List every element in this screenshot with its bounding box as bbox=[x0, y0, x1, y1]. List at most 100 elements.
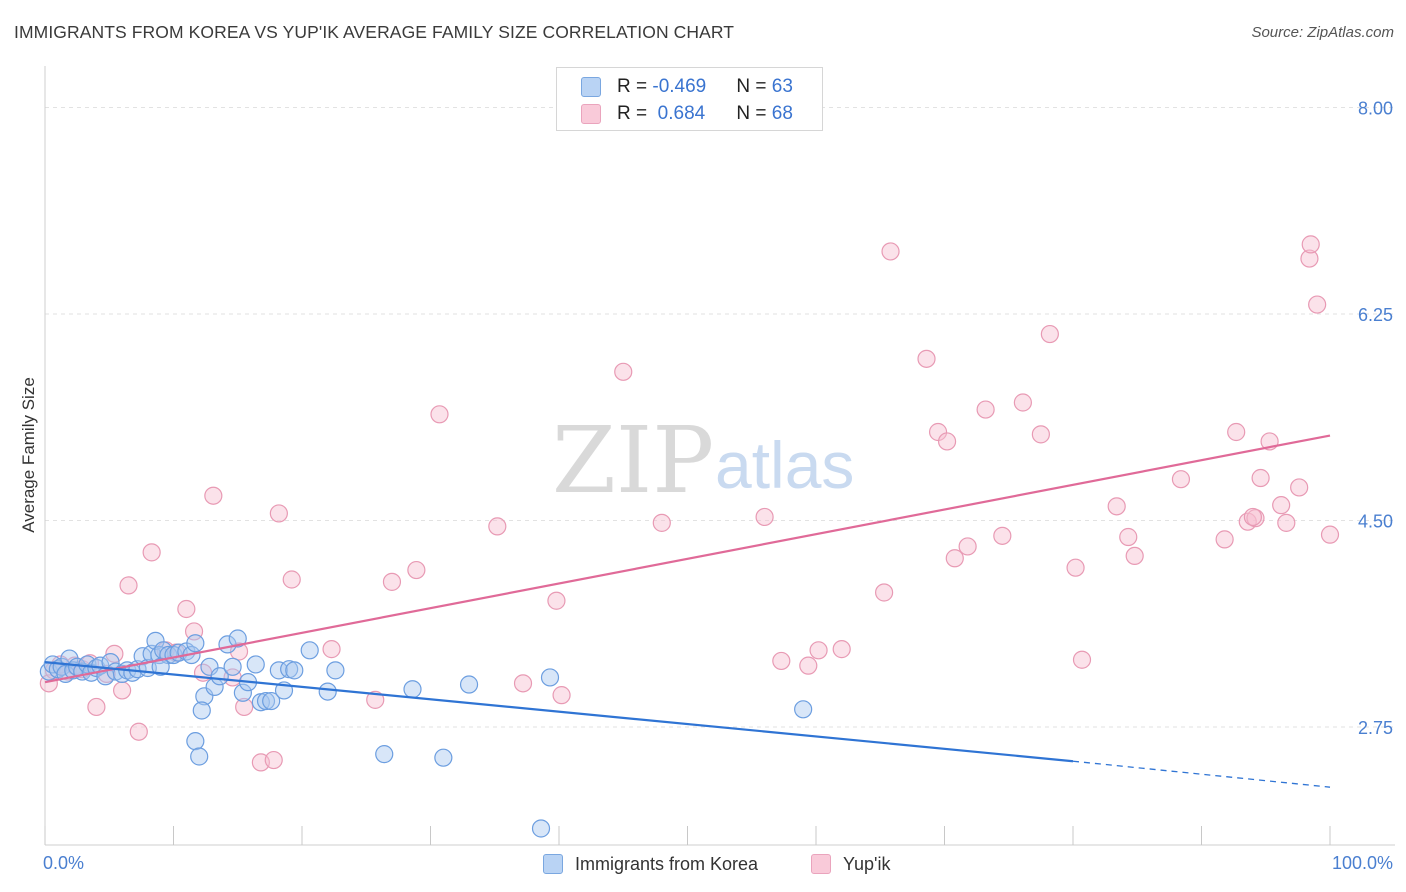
trend-line-korea-extrapolated bbox=[1072, 760, 1331, 788]
korea-point bbox=[375, 745, 394, 764]
yupik-point bbox=[772, 651, 791, 671]
korea-point bbox=[233, 683, 252, 702]
korea-point bbox=[300, 641, 319, 660]
korea-point bbox=[186, 732, 205, 751]
korea-point bbox=[318, 682, 337, 701]
yupik-point bbox=[142, 543, 161, 562]
korea-point bbox=[151, 657, 170, 676]
yupik-point bbox=[513, 674, 533, 693]
yupik-point bbox=[129, 722, 148, 741]
yupik-point bbox=[407, 560, 426, 580]
yupik-point bbox=[917, 349, 936, 368]
source-credit: Source: ZipAtlas.com bbox=[1251, 24, 1394, 41]
yupik-point bbox=[945, 549, 964, 568]
y-axis-title: Average Family Size bbox=[19, 377, 38, 533]
korea-point bbox=[186, 634, 205, 653]
legend-row-yupik: R = 0.684 N = 68 bbox=[581, 102, 793, 126]
bottom-legend-korea: Immigrants from Korea bbox=[543, 852, 758, 876]
yupik-point bbox=[976, 400, 995, 419]
yupik-point bbox=[1066, 558, 1085, 577]
yupik-point bbox=[1107, 497, 1126, 516]
yupik-point bbox=[119, 576, 138, 595]
korea-point bbox=[146, 631, 165, 650]
stats-legend: R = -0.469 N = 63 R = 0.684 N = 68 bbox=[556, 67, 823, 131]
y-tick-label-3: 8.00 bbox=[1358, 99, 1393, 119]
korea-point bbox=[256, 691, 276, 711]
trend-line-korea bbox=[44, 661, 1074, 763]
trend-line-yupik bbox=[44, 434, 1331, 684]
yupik-point bbox=[112, 681, 132, 700]
yupik-point bbox=[269, 504, 288, 523]
yupik-point bbox=[1040, 324, 1059, 344]
y-tick-label-0: 2.75 bbox=[1358, 718, 1393, 738]
legend-r-label-yupik: R = bbox=[617, 103, 653, 124]
korea-point bbox=[540, 668, 560, 687]
yupik-point bbox=[1171, 470, 1191, 489]
yupik-point bbox=[937, 432, 957, 451]
series-korea-points bbox=[39, 629, 813, 838]
yupik-point bbox=[1277, 513, 1296, 532]
yupik-point bbox=[1227, 422, 1246, 442]
y-tick-label-1: 4.50 bbox=[1358, 512, 1393, 532]
korea-point bbox=[246, 655, 265, 674]
yupik-point bbox=[958, 537, 977, 556]
yupik-point bbox=[382, 572, 402, 591]
yupik-point bbox=[547, 591, 566, 610]
yupik-point bbox=[881, 242, 900, 261]
korea-point bbox=[459, 675, 479, 694]
legend-swatch-korea bbox=[581, 77, 601, 97]
trend-lines bbox=[44, 434, 1331, 788]
yupik-point bbox=[177, 599, 196, 619]
yupik-point bbox=[1301, 235, 1320, 254]
korea-point bbox=[192, 701, 211, 720]
korea-point bbox=[228, 629, 247, 648]
yupik-point bbox=[430, 405, 449, 424]
korea-point bbox=[794, 700, 813, 719]
legend-n-value-yupik: 68 bbox=[771, 103, 793, 124]
bottom-swatch-yupik bbox=[811, 854, 831, 874]
x-tick-label-end: 100.0% bbox=[1332, 853, 1393, 873]
yupik-point bbox=[488, 517, 507, 536]
x-tick-label-start: 0.0% bbox=[43, 853, 84, 873]
bottom-legend-label-korea: Immigrants from Korea bbox=[575, 853, 759, 874]
yupik-point bbox=[1215, 530, 1234, 549]
yupik-point bbox=[799, 656, 818, 675]
yupik-point bbox=[282, 570, 301, 589]
y-tick-label-2: 6.25 bbox=[1358, 305, 1393, 325]
axes bbox=[44, 66, 1395, 846]
yupik-point bbox=[229, 642, 249, 661]
yupik-point bbox=[366, 690, 385, 709]
yupik-point bbox=[1243, 507, 1263, 527]
yupik-point bbox=[809, 641, 828, 660]
yupik-point bbox=[832, 640, 851, 659]
bottom-legend-label-yupik: Yup'ik bbox=[843, 853, 891, 874]
yupik-point bbox=[1300, 249, 1319, 268]
yupik-point bbox=[235, 697, 254, 717]
yupik-point bbox=[1013, 393, 1032, 412]
legend-n-value-korea: 63 bbox=[771, 76, 793, 97]
yupik-point bbox=[552, 686, 571, 705]
yupik-point bbox=[993, 526, 1012, 545]
yupik-point bbox=[264, 750, 283, 770]
yupik-point bbox=[875, 583, 894, 602]
legend-r-value-yupik: 0.684 bbox=[652, 103, 706, 124]
legend-r-label-korea: R = bbox=[617, 76, 653, 97]
bottom-legend-yupik: Yup'ik bbox=[811, 852, 890, 876]
watermark-atlas: atlas bbox=[715, 428, 854, 502]
tick-labels: 2.75 4.50 6.25 8.00 0.0% 100.0% bbox=[43, 99, 1393, 874]
yupik-point bbox=[1119, 527, 1138, 547]
bottom-swatch-korea bbox=[543, 854, 563, 874]
yupik-point bbox=[204, 486, 223, 505]
korea-point bbox=[434, 748, 453, 767]
korea-point bbox=[531, 819, 551, 838]
korea-point bbox=[190, 747, 209, 766]
korea-point bbox=[403, 680, 422, 699]
yupik-point bbox=[614, 362, 633, 381]
yupik-point bbox=[1290, 478, 1309, 497]
yupik-point bbox=[755, 507, 774, 527]
yupik-point bbox=[1320, 525, 1340, 544]
legend-n-label-korea: N = bbox=[736, 76, 772, 97]
korea-point bbox=[326, 661, 345, 680]
yupik-point bbox=[1125, 546, 1144, 566]
